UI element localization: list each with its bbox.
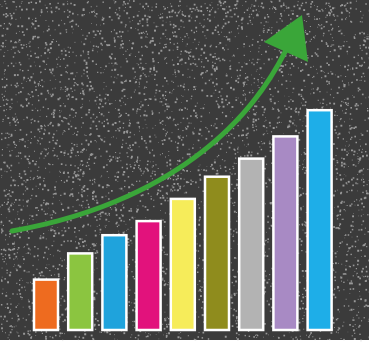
- bar-9: [306, 108, 333, 332]
- bar-8: [272, 135, 299, 332]
- bar-7: [237, 157, 265, 332]
- bar-5: [169, 197, 197, 332]
- bar-4: [135, 219, 162, 332]
- bar-1: [32, 278, 60, 332]
- bar-3: [101, 233, 128, 332]
- arrow-up-right-icon: [264, 15, 308, 62]
- trend-arrow-line: [9, 49, 288, 234]
- trend-arrow-group: [9, 15, 308, 234]
- bar-2: [66, 252, 94, 332]
- bars-group: [32, 108, 333, 332]
- bar-6: [203, 175, 231, 332]
